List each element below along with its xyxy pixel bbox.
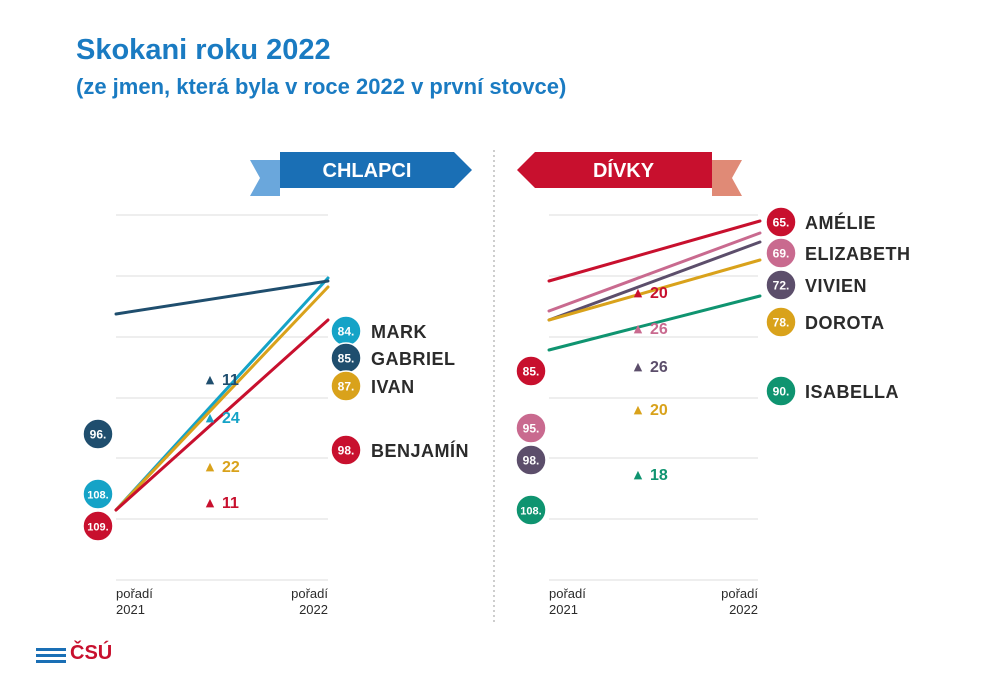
logo-bar-middle (36, 654, 66, 657)
x-axis-label-2022: 2022 (299, 602, 328, 617)
x-axis-label-2022: pořadí (291, 586, 328, 601)
change-value-label: 20 (650, 285, 668, 302)
change-up-icon: ▲ (634, 468, 643, 481)
banner-tail (712, 160, 742, 196)
rank-2021-label: 108. (87, 490, 108, 502)
x-axis-label-2021: 2021 (549, 602, 578, 617)
change-up-icon: ▲ (634, 403, 643, 416)
change-value-label: 26 (650, 321, 668, 338)
series-line-benjamín (114, 318, 330, 512)
logo-bar-bottom (36, 660, 66, 663)
series-name-label: MARK (371, 322, 427, 342)
series-name-label: AMÉLIE (805, 212, 876, 233)
change-up-icon: ▲ (634, 360, 643, 373)
rank-2021-circle (82, 510, 114, 542)
rank-2021-label: 98. (523, 454, 540, 468)
rank-2022-circle (330, 434, 362, 466)
series-name-label: IVAN (371, 377, 415, 397)
rank-2021-circle (515, 355, 547, 387)
change-up-icon: ▲ (206, 460, 215, 473)
change-value-label: 11 (222, 495, 239, 512)
rank-2022-label: 69. (773, 247, 790, 261)
chart-subtitle: (ze jmen, která byla v roce 2022 v první… (76, 74, 567, 99)
series-line-ivan (114, 285, 330, 512)
change-up-icon: ▲ (634, 322, 643, 335)
slope-charts: CHLAPCI 96. 108. 109. 84. MARK 85. GABRIEL 87. IV… (82, 150, 911, 622)
rank-2022-circle (330, 370, 362, 402)
rank-2021-label: 95. (523, 422, 540, 436)
series-line-elizabeth (547, 231, 762, 313)
series-line-vivien (547, 240, 762, 322)
rank-2021-label: 85. (523, 365, 540, 379)
chart-title: Skokani roku 2022 (76, 34, 331, 66)
rank-2021-circle (82, 478, 114, 510)
rank-2022-label: 84. (338, 325, 355, 339)
banner-tail (250, 160, 280, 196)
change-value-label: 26 (650, 359, 668, 376)
rank-2022-label: 72. (773, 279, 790, 293)
series-name-label: VIVIEN (805, 276, 867, 296)
x-axis-label-2021: 2021 (116, 602, 145, 617)
rank-2021-label: 109. (87, 522, 108, 534)
rank-2022-circle (765, 375, 797, 407)
rank-2022-label: 87. (338, 380, 355, 394)
rank-2021-circle (515, 412, 547, 444)
rank-2021-label: 108. (520, 506, 541, 518)
series-line-isabella (547, 294, 762, 352)
change-value-label: 22 (222, 459, 240, 476)
rank-2022-label: 85. (338, 352, 355, 366)
x-axis-label-2022: 2022 (729, 602, 758, 617)
rank-2022-circle (765, 237, 797, 269)
change-value-label: 11 (222, 372, 239, 389)
change-value-label: 20 (650, 402, 668, 419)
banner (517, 152, 712, 188)
series-name-label: BENJAMÍN (371, 440, 469, 461)
panel-chlapci: CHLAPCI 96. 108. 109. 84. MARK 85. GABRIEL 87. IV… (82, 152, 472, 617)
banner-title: DÍVKY (593, 159, 655, 182)
change-value-label: 18 (650, 467, 668, 484)
x-axis-label-2021: pořadí (549, 586, 586, 601)
series-name-label: DOROTA (805, 313, 885, 333)
series-name-label: GABRIEL (371, 349, 456, 369)
rank-2022-circle (765, 269, 797, 301)
series-line-dorota (547, 258, 762, 322)
rank-2021-circle (515, 444, 547, 476)
change-up-icon: ▲ (206, 411, 215, 424)
change-value-label: 24 (222, 410, 240, 427)
rank-2021-circle (82, 418, 114, 450)
change-up-icon: ▲ (206, 496, 215, 509)
series-name-label: ELIZABETH (805, 244, 911, 264)
banner (280, 152, 472, 188)
rank-2022-label: 78. (773, 316, 790, 330)
rank-2022-circle (765, 306, 797, 338)
panel-divky: DÍVKY 85. 95. 98. 108. 65. AMÉLIE 69. ELIZABETH 7… (515, 152, 911, 617)
series-line-amélie (547, 219, 762, 283)
rank-2021-circle (515, 494, 547, 526)
rank-2021-label: 96. (90, 428, 107, 442)
x-axis-label-2022: pořadí (721, 586, 758, 601)
rank-2022-label: 65. (773, 216, 790, 230)
x-axis-label-2021: pořadí (116, 586, 153, 601)
series-name-label: ISABELLA (805, 382, 899, 402)
series-line-gabriel (114, 279, 330, 316)
csu-logo: ČSÚ (36, 642, 136, 668)
banner-title: CHLAPCI (323, 160, 412, 182)
rank-2022-label: 90. (773, 385, 790, 399)
logo-text: ČSÚ (70, 642, 113, 664)
change-up-icon: ▲ (206, 373, 215, 386)
rank-2022-label: 98. (338, 444, 355, 458)
logo-bar-top (36, 648, 66, 651)
change-up-icon: ▲ (634, 286, 643, 299)
rank-2022-circle (765, 206, 797, 238)
